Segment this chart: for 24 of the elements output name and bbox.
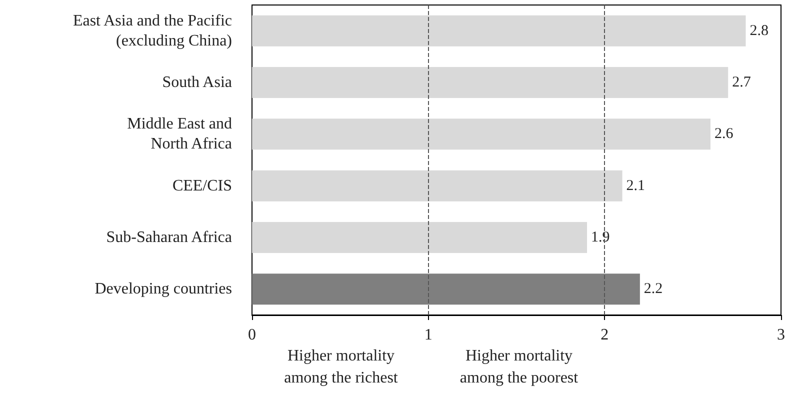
bar <box>252 274 640 305</box>
bar <box>252 118 710 150</box>
text: Higher mortality among the poorest <box>460 348 579 386</box>
data-label: 2.2 <box>644 281 663 298</box>
x-tick-label: 1 <box>424 326 432 344</box>
y-tick-label: East Asia and the Pacific (excluding China) <box>72 12 232 50</box>
x-tick-label: 3 <box>777 326 785 344</box>
bar <box>252 15 746 46</box>
data-label: 2.8 <box>750 22 768 39</box>
data-label: 2.6 <box>714 126 734 142</box>
x-tick-label: 2 <box>600 326 609 344</box>
bar <box>252 222 588 253</box>
text: Higher mortality among the richest <box>284 348 398 386</box>
bar <box>252 67 728 98</box>
y-tick-label: South Asia <box>162 74 232 91</box>
data-label: 2.7 <box>732 74 752 90</box>
data-label: 2.1 <box>626 178 646 194</box>
x-tick-label: 0 <box>248 326 256 344</box>
y-tick-label: Developing countries <box>94 280 232 298</box>
bar <box>252 170 622 202</box>
y-tick-label: Middle East and North Africa <box>127 116 232 153</box>
data-label: 1.9 <box>591 230 610 246</box>
y-tick-label: CEE/CIS <box>172 177 232 194</box>
y-tick-label: Sub-Saharan Africa <box>106 229 232 246</box>
